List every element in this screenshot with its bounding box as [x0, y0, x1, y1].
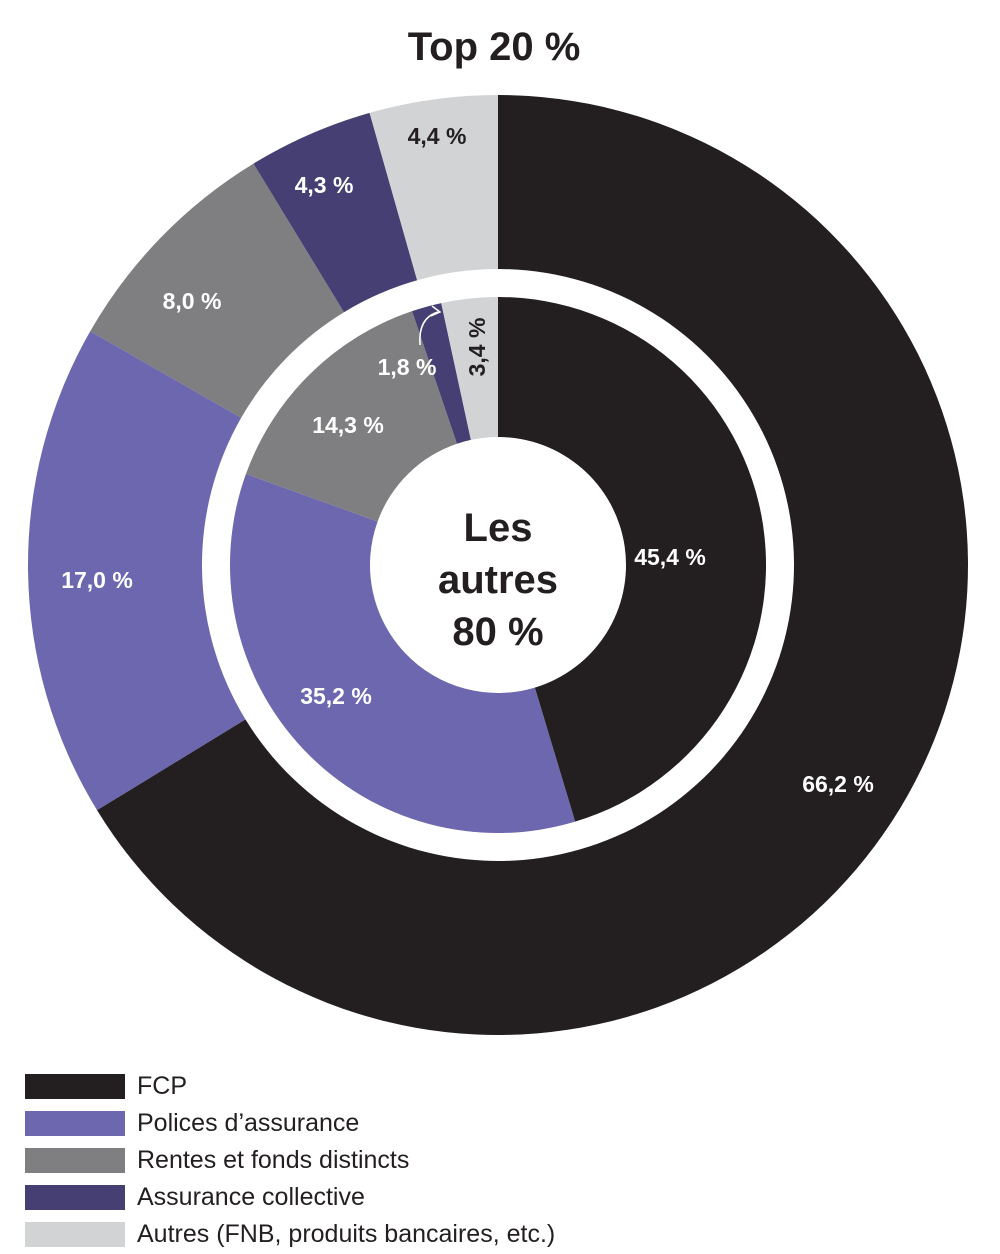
callout-arrow [419, 311, 439, 346]
outer-ring [28, 95, 969, 1035]
center-label-line-1: Les [464, 506, 533, 550]
legend-label-assurance-collective: Assurance collective [137, 1183, 365, 1211]
donut-chart: Top 20 % 66,2 % 17,0 % 8,0 % 4,3 % 4,4 % 45,… [28, 25, 969, 1035]
inner-label-rentes: 14,3 % [312, 412, 384, 438]
center-label-line-2: autres [438, 558, 558, 602]
legend-swatch-autres [25, 1222, 125, 1247]
outer-ring-labels: 66,2 % 17,0 % 8,0 % 4,3 % 4,4 % [61, 123, 874, 797]
legend-item-rentes: Rentes et fonds distincts [25, 1142, 725, 1179]
outer-label-rentes: 8,0 % [163, 288, 222, 314]
center-label-line-3: 80 % [452, 610, 543, 654]
legend-swatch-polices [25, 1111, 125, 1136]
outer-label-autres: 4,4 % [408, 123, 467, 149]
center-label: Les autres 80 % [438, 506, 558, 654]
legend: FCP Polices d’assurance Rentes et fonds … [25, 1068, 725, 1253]
inner-label-polices: 35,2 % [300, 683, 372, 709]
legend-swatch-assurance-collective [25, 1185, 125, 1210]
outer-label-polices: 17,0 % [61, 567, 133, 593]
legend-label-polices: Polices d’assurance [137, 1109, 360, 1137]
legend-item-fcp: FCP [25, 1068, 725, 1105]
inner-label-autres: 3,4 % [464, 318, 490, 377]
legend-item-autres: Autres (FNB, produits bancaires, etc.) [25, 1216, 725, 1253]
outer-slice-fcp [97, 95, 969, 1035]
outer-label-assurance-collective: 4,3 % [295, 172, 354, 198]
chart-title: Top 20 % [408, 25, 581, 69]
outer-slice-assurance-collective [253, 112, 418, 313]
inner-ring [230, 297, 767, 834]
legend-label-fcp: FCP [137, 1072, 187, 1100]
outer-slice-polices [28, 331, 246, 811]
inner-ring-labels: 45,4 % 35,2 % 14,3 % 1,8 % 3,4 % [300, 318, 706, 709]
callout-arrow-head [430, 305, 442, 317]
inner-slice-rentes [245, 311, 457, 522]
legend-item-assurance-collective: Assurance collective [25, 1179, 725, 1216]
legend-label-autres: Autres (FNB, produits bancaires, etc.) [137, 1220, 556, 1248]
legend-item-polices: Polices d’assurance [25, 1105, 725, 1142]
inner-label-fcp: 45,4 % [634, 544, 706, 570]
outer-slice-rentes [90, 163, 344, 418]
inner-slice-autres [441, 297, 498, 440]
outer-slice-autres [369, 95, 498, 281]
legend-swatch-fcp [25, 1074, 125, 1099]
outer-label-fcp: 66,2 % [802, 771, 874, 797]
inner-label-assurance-collective: 1,8 % [378, 354, 437, 380]
inner-slice-assurance-collective [412, 303, 471, 444]
legend-swatch-rentes [25, 1148, 125, 1173]
inner-slice-fcp [498, 297, 767, 822]
inner-slice-polices [230, 473, 576, 834]
legend-label-rentes: Rentes et fonds distincts [137, 1146, 410, 1174]
